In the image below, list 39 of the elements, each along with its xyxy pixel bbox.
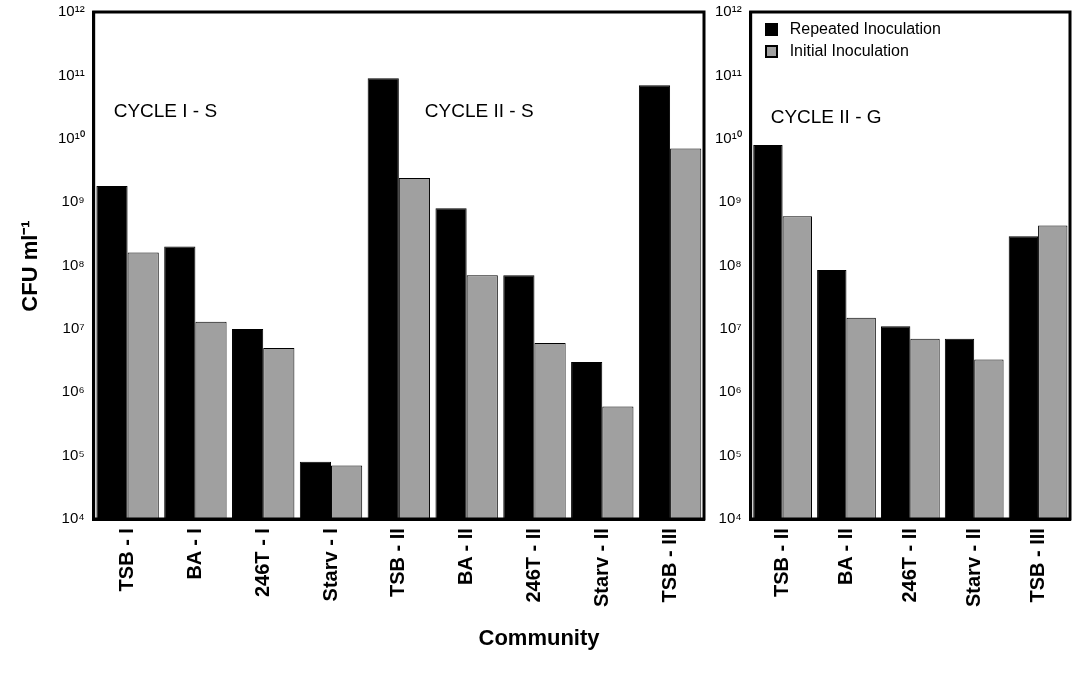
y-tick-label: 10⁷ bbox=[719, 319, 742, 337]
x-tick-label: TSB - II bbox=[770, 528, 793, 597]
x-tick-label: BA - II bbox=[833, 528, 856, 586]
annotation: CYCLE II - S bbox=[424, 100, 534, 122]
y-tick-label: 10¹¹ bbox=[714, 65, 742, 83]
x-tick-label: 246T - II bbox=[521, 528, 544, 603]
y-tick-label: 10¹¹ bbox=[57, 65, 85, 83]
y-tick-label: 10¹⁰ bbox=[57, 128, 85, 146]
y-tick-label: 10⁶ bbox=[61, 382, 85, 400]
annotation: CYCLE I - S bbox=[113, 100, 218, 122]
legend-label: Repeated Inoculation bbox=[789, 19, 941, 39]
x-tick-label: BA - II bbox=[454, 528, 477, 586]
x-tick-label: Starv - II bbox=[961, 528, 984, 608]
y-axis-title: CFU ml⁻¹ bbox=[16, 219, 43, 312]
y-tick-label: 10¹⁰ bbox=[714, 128, 742, 146]
x-tick-label: TSB - II bbox=[386, 528, 409, 597]
y-tick-label: 10⁸ bbox=[718, 255, 742, 273]
x-tick-label: BA - I bbox=[182, 528, 205, 580]
y-tick-label: 10⁹ bbox=[61, 192, 85, 210]
y-tick-label: 10⁸ bbox=[61, 255, 85, 273]
y-tick-label: 10⁷ bbox=[62, 319, 85, 337]
y-tick-label: 10⁴ bbox=[61, 509, 85, 527]
annotation: CYCLE II - G bbox=[770, 106, 882, 128]
x-tick-label: 246T - II bbox=[897, 528, 920, 603]
y-tick-label: 10⁵ bbox=[61, 445, 85, 463]
x-tick-label: TSB - I bbox=[115, 528, 138, 592]
x-tick-label: 246T - I bbox=[250, 528, 273, 598]
x-tick-label: TSB - III bbox=[1025, 528, 1048, 603]
x-tick-label: Starv - II bbox=[589, 528, 612, 608]
y-tick-label: 10⁹ bbox=[718, 192, 742, 210]
y-tick-label: 10⁵ bbox=[718, 445, 742, 463]
y-tick-label: 10⁶ bbox=[718, 382, 742, 400]
x-tick-label: Starv - I bbox=[318, 528, 341, 602]
y-tick-label: 10¹² bbox=[57, 2, 85, 20]
legend-label: Initial Inoculation bbox=[789, 41, 909, 61]
y-tick-label: 10¹² bbox=[714, 2, 742, 20]
y-tick-label: 10⁴ bbox=[718, 509, 742, 527]
x-tick-label: TSB - III bbox=[657, 528, 680, 603]
x-axis-title: Community bbox=[477, 625, 601, 651]
